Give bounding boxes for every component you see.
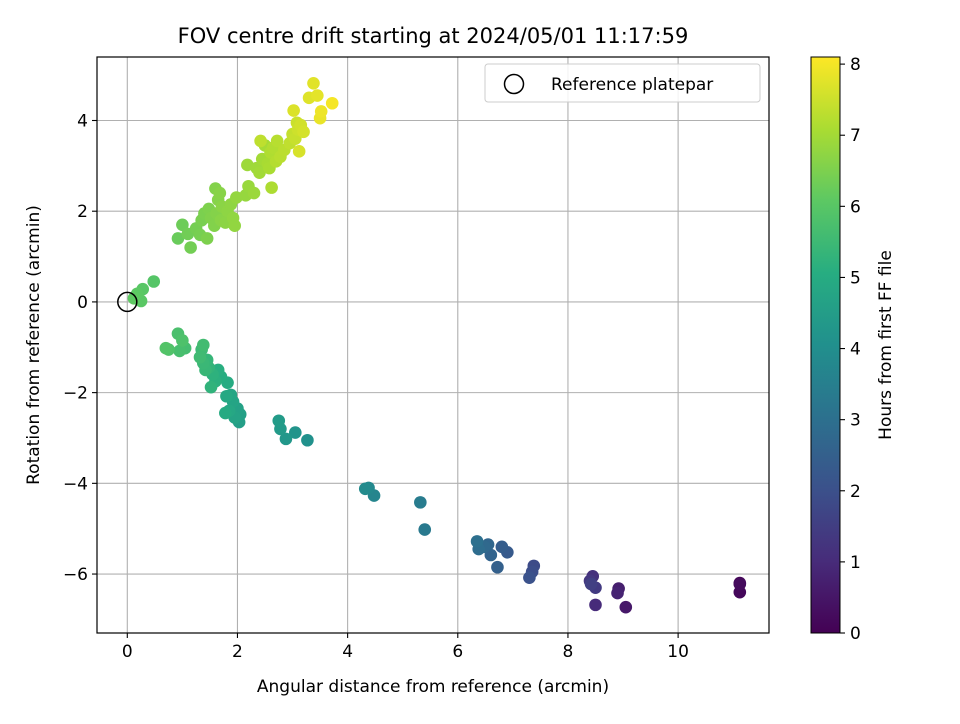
data-point [247, 186, 261, 200]
y-tick-label: −2 [63, 384, 88, 404]
data-point [733, 577, 747, 591]
x-tick-label: 4 [342, 642, 353, 662]
y-tick-label: −6 [63, 565, 88, 585]
data-point [279, 432, 293, 446]
data-point [219, 406, 232, 420]
reference-marker [117, 291, 138, 313]
data-point [523, 571, 536, 584]
data-point [228, 219, 242, 233]
data-point [287, 104, 300, 117]
data-point [213, 186, 227, 200]
data-point [491, 560, 504, 574]
legend: Reference platepar [484, 63, 761, 103]
data-point [200, 232, 214, 245]
data-point [288, 426, 302, 439]
x-tick-label: 6 [452, 642, 463, 662]
colorbar-tick-label: 8 [850, 55, 861, 75]
y-axis-ticks: −6 −4 −2 0 2 4 [63, 111, 97, 585]
colorbar-tick-label: 2 [850, 482, 861, 502]
reference-platepar-marker [117, 291, 138, 313]
data-point [311, 89, 324, 102]
colorbar-gradient [810, 56, 841, 634]
data-point [314, 105, 328, 118]
y-axis-label: Rotation from reference (arcmin) [24, 205, 44, 485]
data-point [265, 181, 278, 194]
x-axis-ticks: 0 2 4 6 8 10 [122, 633, 689, 662]
data-point [414, 496, 427, 509]
data-point [184, 241, 197, 254]
colorbar-tick-label: 3 [850, 411, 861, 431]
data-point [619, 600, 633, 614]
y-tick-label: 4 [77, 111, 88, 131]
data-point [197, 338, 210, 352]
data-point [270, 134, 284, 148]
data-point [176, 334, 189, 347]
data-point [220, 389, 233, 403]
data-point [495, 540, 509, 554]
data-point [159, 341, 173, 355]
data-point [171, 232, 185, 245]
data-point [325, 96, 339, 110]
data-point [292, 145, 306, 158]
colorbar-tick-label: 7 [850, 126, 861, 146]
colorbar-ticks: 0 1 2 3 4 5 6 7 8 [840, 55, 861, 644]
data-points [127, 77, 747, 614]
data-point [173, 344, 186, 358]
data-point [297, 125, 310, 139]
data-point [127, 291, 141, 305]
data-point [418, 523, 432, 536]
x-tick-label: 10 [667, 642, 689, 662]
x-tick-label: 8 [563, 642, 574, 662]
data-point [204, 380, 218, 394]
data-point [358, 482, 372, 496]
legend-marker-icon [503, 73, 525, 95]
chart-title: FOV centre drift starting at 2024/05/01 … [178, 24, 689, 48]
colorbar-tick-label: 0 [850, 624, 861, 644]
data-point [193, 350, 207, 364]
data-point [307, 77, 320, 90]
data-point [272, 414, 286, 428]
y-tick-label: −4 [63, 474, 88, 494]
colorbar-tick-label: 5 [850, 268, 861, 288]
x-axis-label: Angular distance from reference (arcmin) [257, 677, 609, 697]
legend-entry-label: Reference platepar [551, 75, 713, 95]
colorbar-tick-label: 1 [850, 553, 861, 573]
y-tick-label: 2 [77, 202, 88, 222]
x-tick-label: 0 [122, 642, 133, 662]
data-point [589, 598, 602, 612]
data-point [176, 218, 189, 232]
data-point [470, 535, 484, 548]
plot-area-frame [96, 56, 770, 634]
data-point [147, 275, 161, 288]
data-point [253, 166, 266, 179]
colorbar: 0 1 2 3 4 5 6 7 8 Hours from first FF file [810, 55, 896, 644]
x-tick-label: 2 [232, 642, 243, 662]
data-point [611, 586, 624, 600]
data-point [254, 134, 267, 148]
data-point [301, 433, 314, 447]
colorbar-label: Hours from first FF file [876, 250, 896, 440]
y-tick-label: 0 [77, 293, 88, 313]
legend-box [484, 63, 761, 103]
colorbar-tick-label: 4 [850, 340, 861, 360]
data-point [584, 577, 598, 591]
colorbar-tick-label: 6 [850, 197, 861, 217]
